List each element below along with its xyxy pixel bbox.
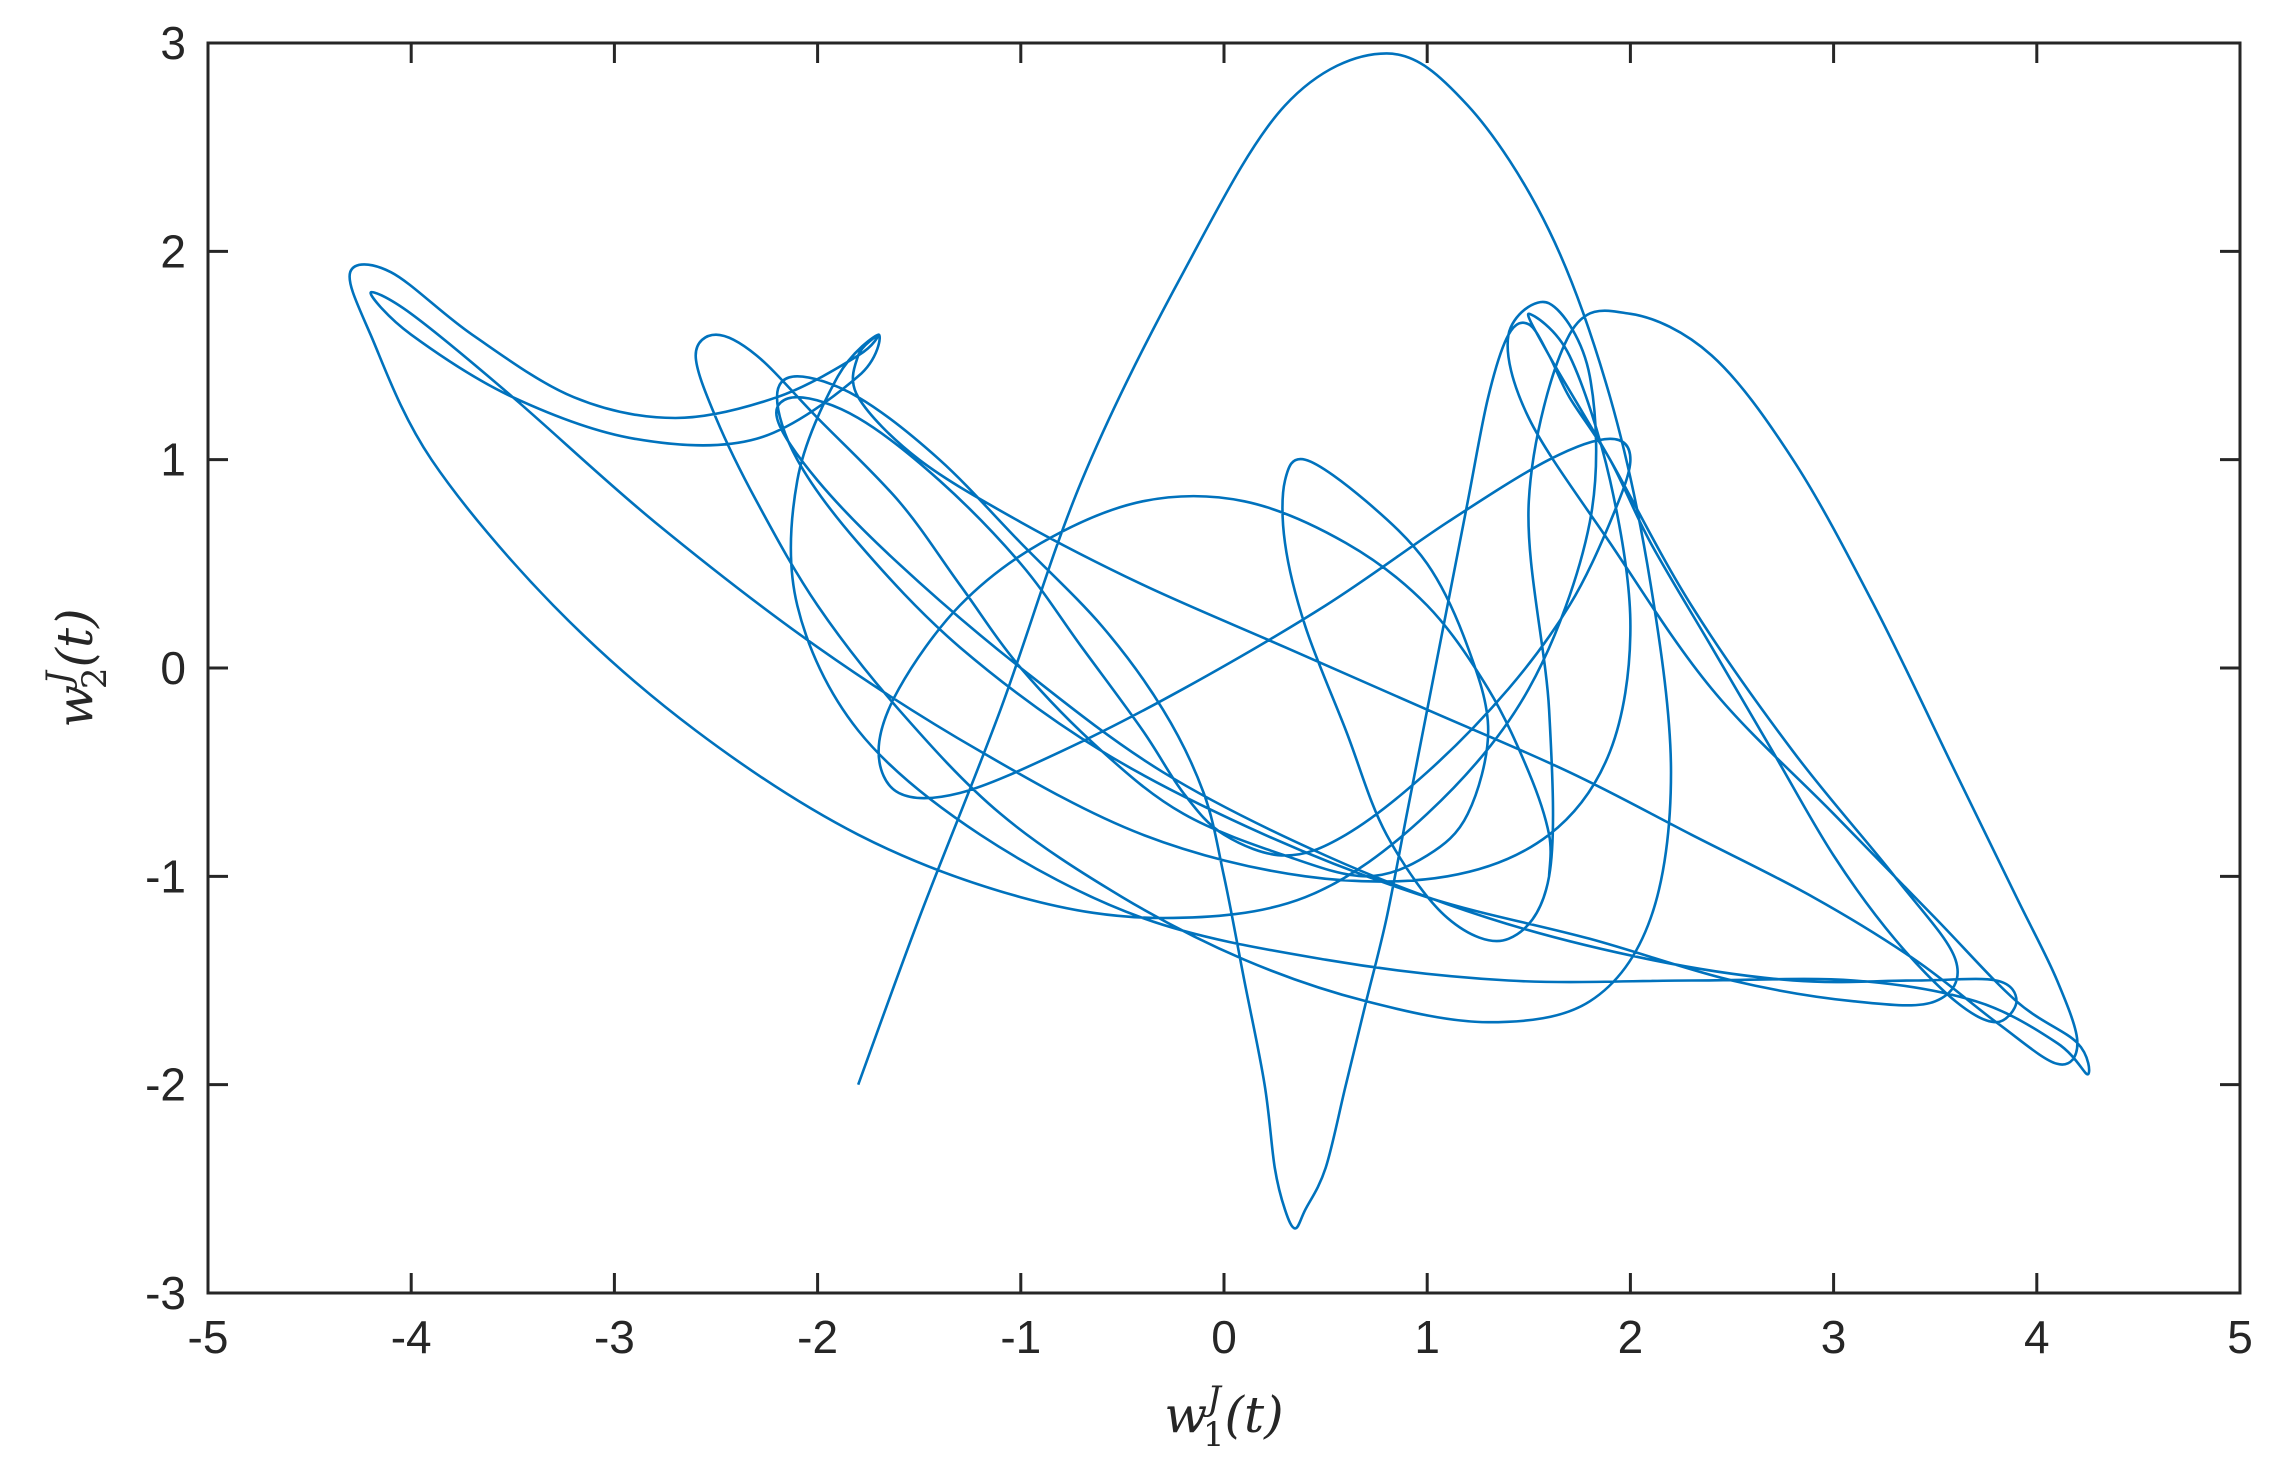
trajectory-line-1	[348, 52, 2091, 1230]
y-tick-label: 3	[160, 17, 186, 69]
y-tick-label: -1	[145, 850, 186, 902]
x-tick-labels: -5 -4 -3 -2 -1 0 1 2 3 4 5	[188, 1311, 2253, 1363]
x-tick-label: 5	[2227, 1311, 2253, 1363]
x-tick-label: 3	[1821, 1311, 1847, 1363]
x-tick-label: 4	[2024, 1311, 2050, 1363]
plot-background	[208, 43, 2240, 1293]
y-tick-label: 1	[160, 434, 186, 486]
x-tick-label: 0	[1211, 1311, 1237, 1363]
plot-frame	[206, 41, 2242, 1295]
y-tick-label: 0	[160, 642, 186, 694]
x-tick-label: -3	[594, 1311, 635, 1363]
x-axis-label: wJ 1(t)	[1164, 1379, 1283, 1455]
x-tick-label: -4	[391, 1311, 432, 1363]
x-tick-label: 2	[1618, 1311, 1644, 1363]
x-tick-label: -1	[1000, 1311, 1041, 1363]
x-tick-label: -5	[188, 1311, 229, 1363]
x-tick-label: -2	[797, 1311, 838, 1363]
y-tick-label: 2	[160, 225, 186, 277]
y-tick-label: -3	[145, 1267, 186, 1319]
y-tick-labels: -3 -2 -1 0 1 2 3	[145, 17, 186, 1319]
x-tick-label: 1	[1414, 1311, 1440, 1363]
trajectory-layer	[348, 52, 2091, 1230]
y-tick-label: -2	[145, 1059, 186, 1111]
y-axis-label: wJ2(t)	[39, 608, 115, 727]
